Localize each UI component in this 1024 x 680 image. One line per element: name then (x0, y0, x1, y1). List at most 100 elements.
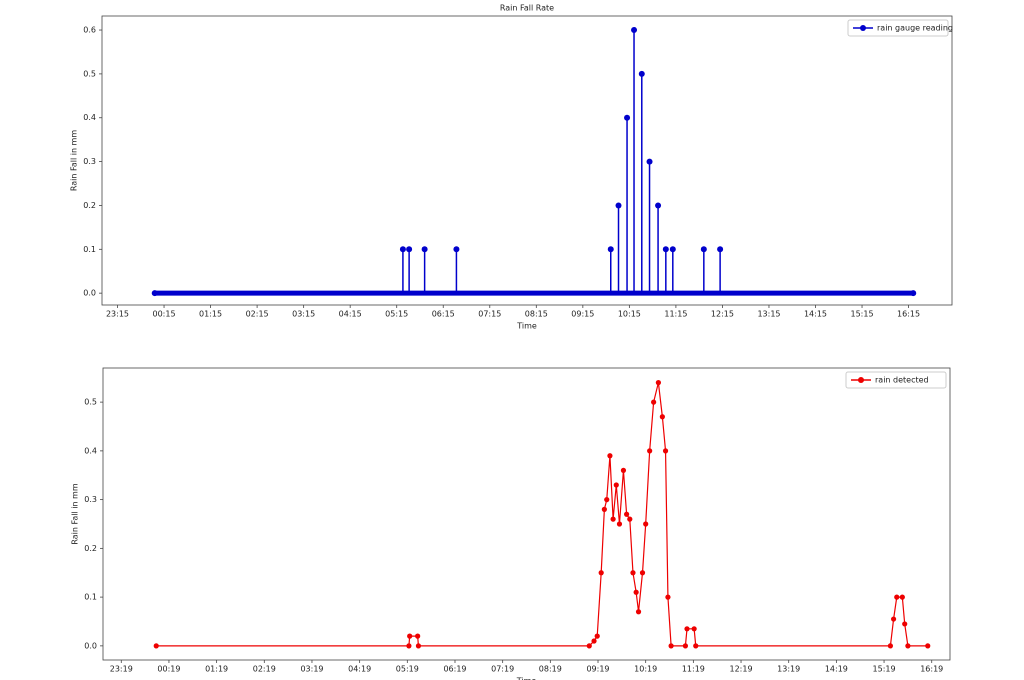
marker (662, 448, 669, 454)
x-tick-label: 03:19 (300, 665, 323, 674)
y-tick-label: 0.0 (83, 289, 96, 298)
x-tick-label: 01:19 (205, 665, 228, 674)
x-tick-label: 14:19 (825, 665, 848, 674)
marker (153, 643, 159, 649)
x-tick-label: 12:19 (729, 665, 752, 674)
x-tick-label: 07:19 (491, 665, 514, 674)
stem-marker (910, 290, 917, 297)
x-tick-label: 23:15 (106, 310, 129, 319)
x-tick-label: 03:15 (292, 310, 315, 319)
x-tick-label: 11:19 (682, 665, 705, 674)
stem-marker (700, 246, 707, 253)
stem-marker (406, 246, 413, 253)
marker (682, 643, 689, 649)
marker (890, 616, 897, 622)
y-tick-label: 0.4 (83, 113, 96, 122)
marker (601, 506, 607, 512)
legend-box (847, 19, 949, 37)
stem-marker (662, 246, 669, 253)
stem-marker (421, 246, 428, 253)
marker (607, 453, 613, 459)
x-tick-label: 06:15 (432, 310, 455, 319)
x-axis-label: Time (516, 677, 537, 680)
marker (693, 643, 699, 649)
x-tick-label: 11:15 (664, 310, 687, 319)
y-tick-label: 0.3 (83, 157, 96, 166)
x-tick-label: 09:15 (571, 310, 594, 319)
x-tick-label: 10:19 (634, 665, 657, 674)
marker (691, 626, 697, 632)
axes-frame (102, 367, 951, 661)
marker (415, 633, 421, 639)
legend-label: rain detected (875, 376, 929, 385)
marker (655, 380, 661, 386)
y-tick-label: 0.5 (84, 398, 97, 407)
stem-marker (624, 114, 631, 121)
marker (610, 516, 616, 522)
marker (406, 643, 412, 649)
marker (647, 448, 653, 454)
x-tick-label: 07:15 (478, 310, 501, 319)
x-tick-label: 02:15 (246, 310, 269, 319)
stem-marker (607, 246, 614, 253)
x-tick-label: 10:15 (618, 310, 641, 319)
legend-marker (860, 25, 866, 31)
marker (668, 643, 674, 649)
x-tick-label: 02:19 (253, 665, 276, 674)
stem-marker (615, 202, 622, 209)
marker (407, 633, 413, 639)
stem-marker (638, 70, 645, 77)
stem-marker (669, 246, 676, 253)
stem-marker (655, 202, 662, 209)
x-tick-label: 14:15 (804, 310, 827, 319)
marker (598, 570, 604, 576)
marker (586, 643, 592, 649)
x-tick-label: 06:19 (443, 665, 466, 674)
y-tick-label: 0.0 (84, 641, 97, 650)
marker (894, 594, 900, 600)
marker (415, 643, 422, 649)
marker (627, 516, 633, 522)
marker (905, 643, 911, 649)
marker (665, 594, 671, 600)
chart-title: Rain Fall Rate (500, 4, 554, 13)
x-tick-label: 23:19 (110, 665, 133, 674)
marker (620, 467, 627, 473)
marker (899, 594, 905, 600)
axes-frame (101, 15, 953, 306)
x-tick-label: 15:19 (873, 665, 896, 674)
y-tick-label: 0.2 (84, 544, 97, 553)
x-tick-label: 08:15 (525, 310, 548, 319)
marker (639, 570, 646, 576)
y-tick-label: 0.4 (84, 446, 97, 455)
x-tick-label: 04:19 (348, 665, 371, 674)
y-tick-label: 0.1 (83, 245, 96, 254)
line (156, 382, 928, 647)
stem-marker (631, 27, 638, 34)
marker (630, 570, 636, 576)
marker (902, 621, 908, 627)
marker (643, 521, 649, 527)
x-tick-label: 13:19 (777, 665, 800, 674)
marker (624, 511, 630, 517)
legend-label: rain gauge reading (877, 24, 953, 33)
marker (651, 399, 657, 405)
stem-marker (151, 290, 158, 297)
x-tick-label: 09:19 (586, 665, 609, 674)
legend-box (845, 371, 947, 389)
x-tick-label: 00:15 (153, 310, 176, 319)
x-tick-label: 15:15 (851, 310, 874, 319)
y-tick-label: 0.5 (83, 69, 96, 78)
marker (613, 482, 619, 488)
legend-marker (858, 377, 864, 383)
x-axis-label: Time (516, 322, 537, 331)
marker (635, 609, 642, 615)
marker (887, 643, 894, 649)
marker (616, 521, 623, 527)
x-tick-label: 12:15 (711, 310, 734, 319)
x-tick-label: 05:15 (385, 310, 408, 319)
marker (633, 589, 639, 595)
y-tick-label: 0.2 (83, 201, 96, 210)
x-tick-label: 04:15 (339, 310, 362, 319)
